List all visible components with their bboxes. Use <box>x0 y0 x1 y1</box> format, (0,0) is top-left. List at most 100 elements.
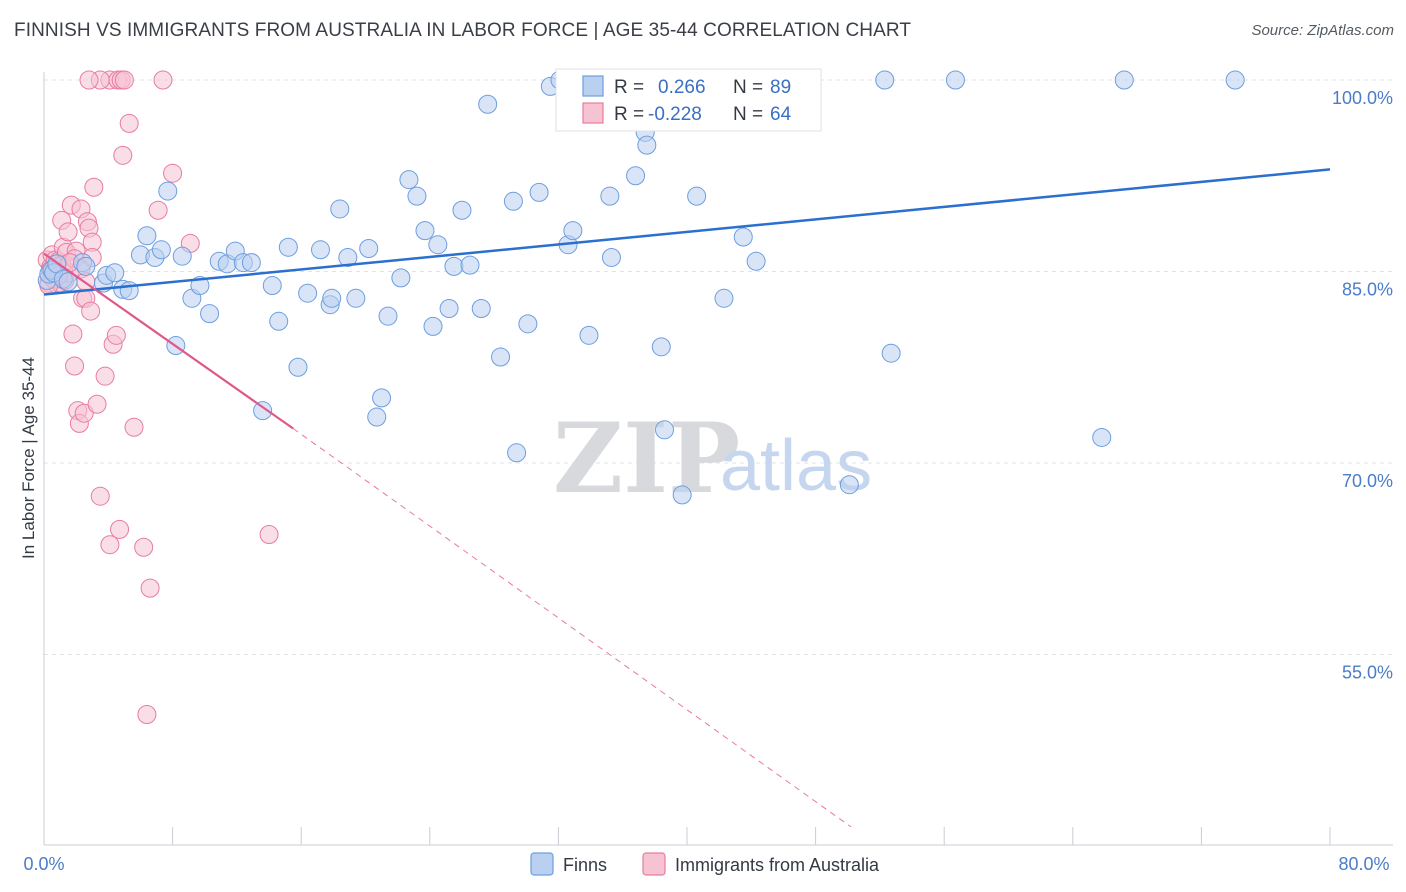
finns-point-61 <box>529 182 549 202</box>
y-axis-label: In Labor Force | Age 35-44 <box>19 357 38 559</box>
finns-point-69 <box>601 247 621 267</box>
australia-trend-line <box>43 252 294 430</box>
finns-point-51 <box>439 299 459 319</box>
stats-swatch-australia <box>582 102 604 124</box>
finns-point-49 <box>423 316 443 336</box>
finns-point-54 <box>460 255 480 275</box>
finns-point-88 <box>1114 70 1134 90</box>
finns-trend-line <box>43 168 1331 296</box>
finns-point-74 <box>654 420 674 440</box>
australia-point-30 <box>87 394 107 414</box>
finns-point-44 <box>378 306 398 326</box>
chart-title: FINNISH VS IMMIGRANTS FROM AUSTRALIA IN … <box>14 20 912 41</box>
finns-point-6 <box>58 272 78 292</box>
australia-point-40 <box>79 70 99 90</box>
y-tick-label-55: 55.0% <box>1342 663 1393 683</box>
legend-label-australia: Immigrants from Australia <box>675 855 880 875</box>
australia-point-33 <box>100 535 120 555</box>
finns-point-55 <box>471 299 491 319</box>
finns-point-65 <box>563 221 583 241</box>
finns-point-89 <box>1225 70 1245 90</box>
finns-point-59 <box>507 443 527 463</box>
australia-point-29 <box>84 177 104 197</box>
finns-point-52 <box>444 256 464 276</box>
legend-swatch-finns <box>530 852 554 876</box>
finns-point-68 <box>600 186 620 206</box>
australia-point-13 <box>58 222 78 242</box>
y-tick-labels: 55.0% 70.0% 85.0% 100.0% <box>1332 88 1393 683</box>
finns-point-50 <box>428 235 448 255</box>
finns-point-85 <box>881 343 901 363</box>
finns-point-58 <box>503 191 523 211</box>
australia-point-48 <box>140 578 160 598</box>
finns-point-33 <box>288 357 308 377</box>
finns-point-45 <box>391 268 411 288</box>
source-credit: Source: ZipAtlas.com <box>1251 22 1394 39</box>
australia-point-32 <box>95 366 115 386</box>
australia-point-31 <box>90 486 110 506</box>
finns-point-17 <box>151 240 171 260</box>
x-tick-label-max: 80.0% <box>1338 854 1389 874</box>
stats-finns-n-value: 89 <box>770 77 791 98</box>
finns-point-29 <box>253 401 273 421</box>
finns-point-31 <box>269 311 289 331</box>
australia-point-49 <box>148 200 168 220</box>
finns-point-42 <box>367 407 387 427</box>
stats-australia-r-value: -0.228 <box>648 104 702 125</box>
axes <box>43 72 1393 846</box>
australia-point-50 <box>153 70 173 90</box>
finns-point-75 <box>672 485 692 505</box>
finns-point-79 <box>733 227 753 247</box>
finns-point-18 <box>158 181 178 201</box>
finns-point-70 <box>626 166 646 186</box>
watermark: ZIP atlas <box>553 402 872 515</box>
legend-swatch-australia <box>642 852 666 876</box>
stats-australia-n-value: 64 <box>770 104 792 125</box>
finns-point-78 <box>714 288 734 308</box>
finns-point-53 <box>452 200 472 220</box>
finns-point-73 <box>651 337 671 357</box>
finns-point-23 <box>200 304 220 324</box>
stats-australia-n-label: N = <box>733 104 763 125</box>
australia-point-47 <box>137 705 157 725</box>
finns-point-20 <box>172 246 192 266</box>
stats-finns-r-value: 0.266 <box>658 77 706 98</box>
finns-point-66 <box>579 325 599 345</box>
trend-lines <box>43 168 1331 828</box>
australia-point-37 <box>113 145 133 165</box>
watermark-zip: ZIP <box>553 402 740 515</box>
y-tick-label-100: 100.0% <box>1332 88 1393 108</box>
finns-point-87 <box>1092 427 1112 447</box>
australia-point-27 <box>81 301 101 321</box>
series-australia-points <box>37 70 279 725</box>
x-ticks <box>43 827 1331 845</box>
finns-point-57 <box>491 347 511 367</box>
legend-label-finns: Finns <box>563 855 607 875</box>
finns-point-56 <box>478 94 498 114</box>
finns-point-46 <box>399 170 419 190</box>
finns-point-86 <box>945 70 965 90</box>
finns-point-60 <box>518 314 538 334</box>
y-tick-label-85: 85.0% <box>1342 280 1393 300</box>
australia-point-45 <box>124 417 144 437</box>
finns-point-38 <box>330 199 350 219</box>
australia-point-53 <box>259 524 279 544</box>
finns-point-34 <box>298 283 318 303</box>
finns-point-48 <box>415 221 435 241</box>
finns-point-11 <box>105 263 125 283</box>
australia-point-36 <box>110 519 130 539</box>
australia-point-17 <box>65 356 85 376</box>
stats-swatch-finns <box>582 75 604 97</box>
australia-point-51 <box>163 163 183 183</box>
x-tick-label-min: 0.0% <box>23 854 64 874</box>
finns-point-32 <box>278 237 298 257</box>
y-tick-label-70: 70.0% <box>1342 471 1393 491</box>
finns-point-39 <box>338 247 358 267</box>
stats-finns-r-label: R = <box>614 77 644 98</box>
stats-box: R = 0.266 N = 89 R = -0.228 N = 64 <box>555 68 822 132</box>
finns-point-76 <box>687 186 707 206</box>
stats-finns-n-label: N = <box>733 77 763 98</box>
finns-point-30 <box>262 276 282 296</box>
finns-point-8 <box>76 256 96 276</box>
